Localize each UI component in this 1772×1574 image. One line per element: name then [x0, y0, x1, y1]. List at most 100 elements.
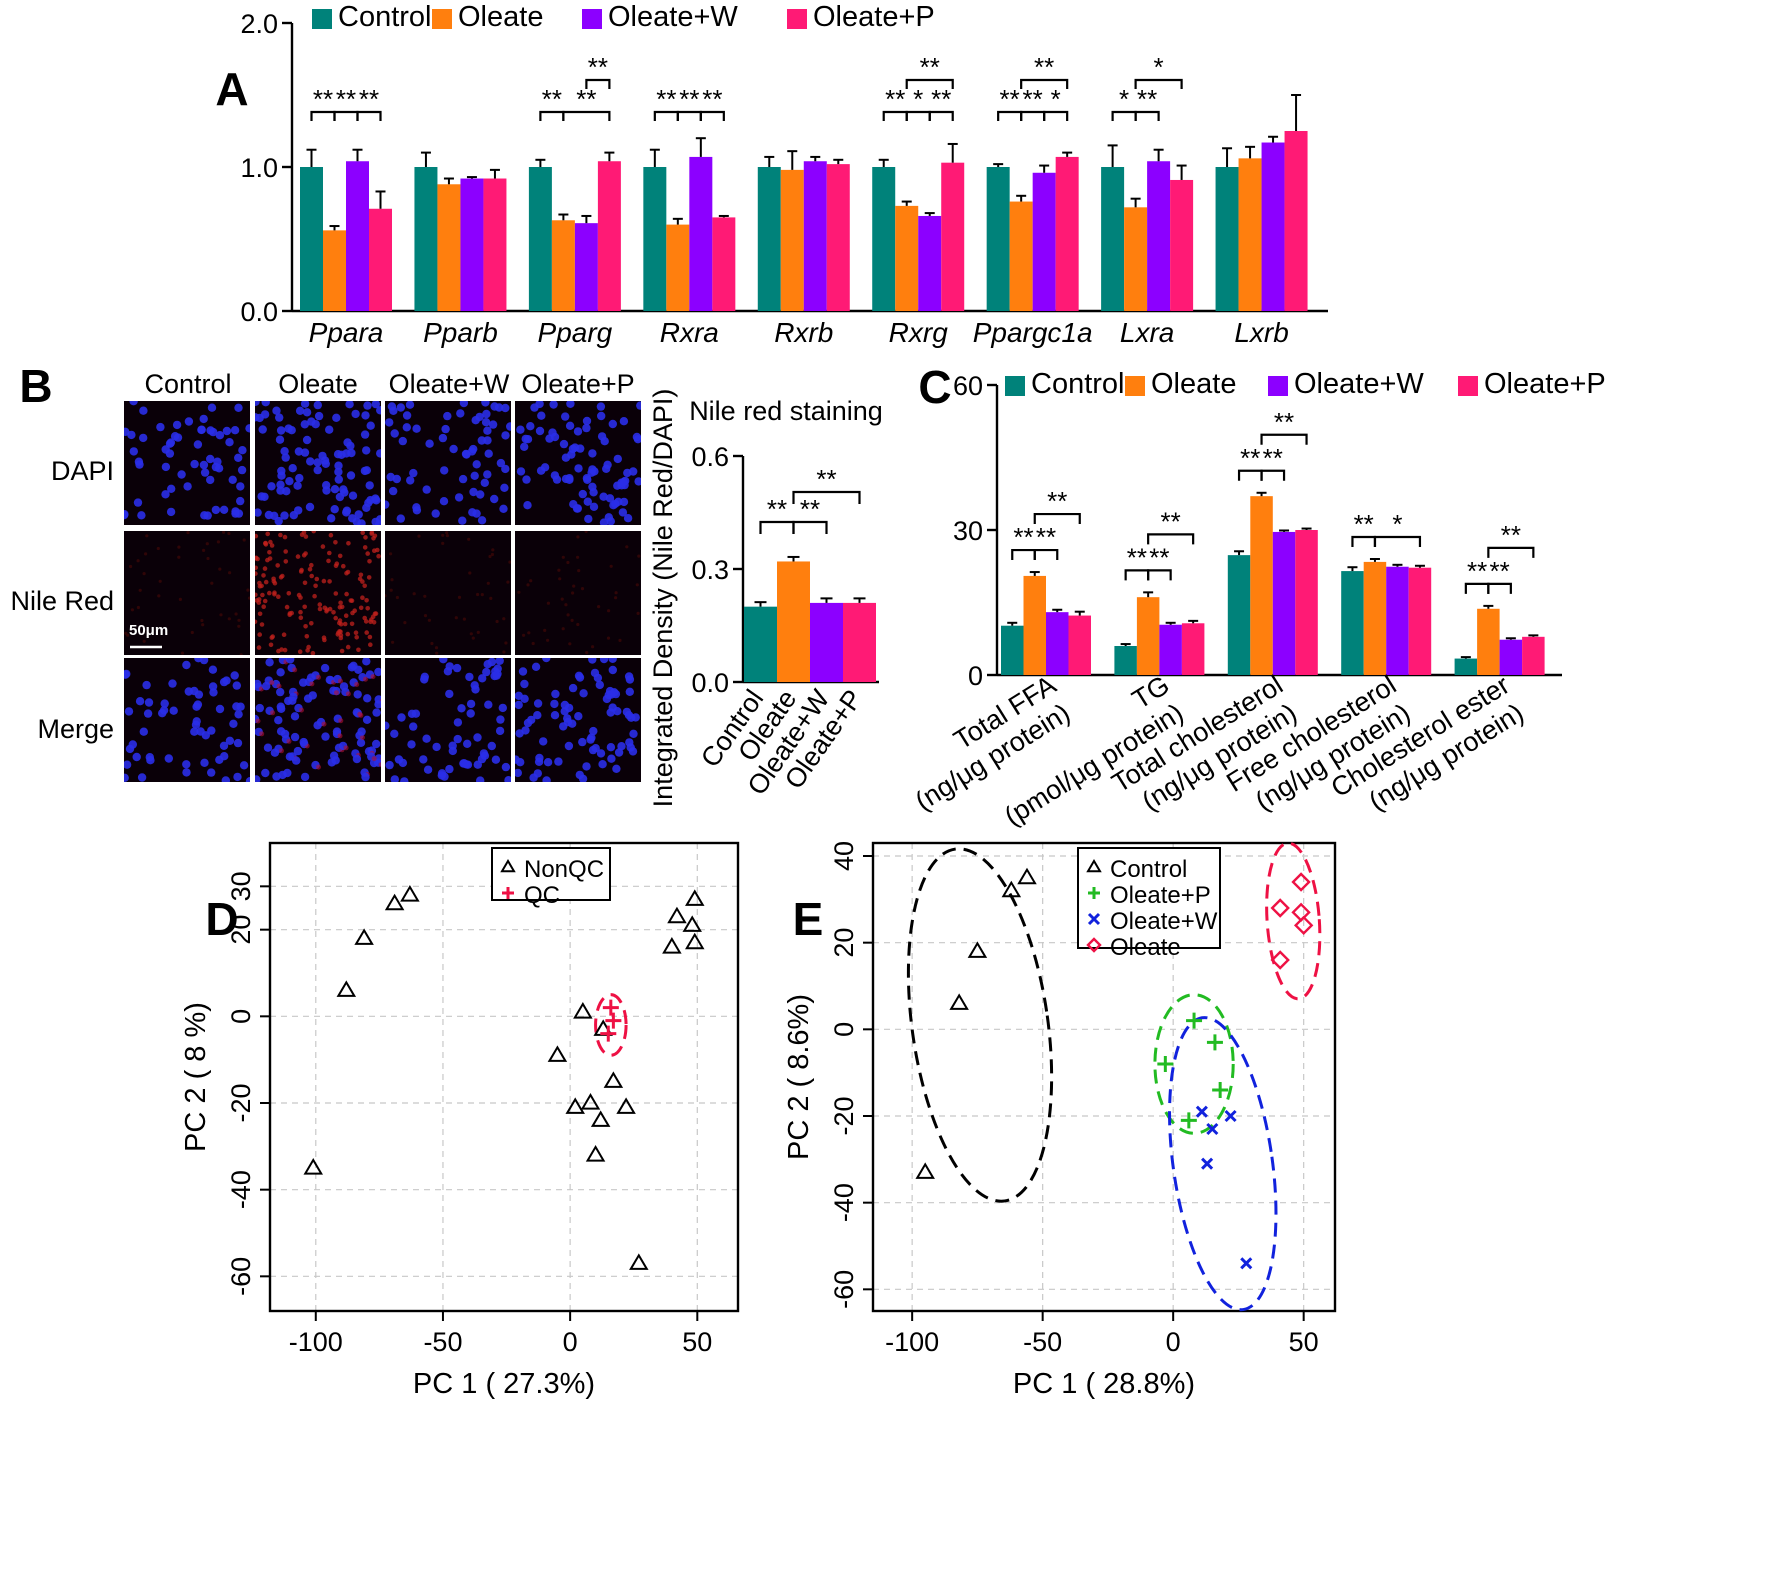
a-significance-label: ** — [679, 84, 699, 114]
lipid-signal — [391, 640, 395, 644]
e-x-tick-label: -50 — [1023, 1327, 1062, 1357]
nucleus — [591, 744, 600, 753]
d-point-nonqc — [303, 1158, 323, 1175]
lipid-droplet — [337, 733, 343, 739]
c-significance-bracket — [1033, 512, 1081, 525]
nucleus — [124, 707, 134, 716]
lipid-signal — [255, 533, 259, 539]
nucleus — [409, 468, 418, 478]
nucleus — [230, 426, 240, 435]
b-y-tick-label: 0.6 — [691, 442, 729, 472]
a-significance-label: * — [1051, 84, 1061, 114]
nucleus — [629, 729, 638, 738]
nucleus — [232, 681, 241, 690]
nucleus — [540, 463, 550, 472]
panel-d-pca-scatter: -100 -50 0 50 -60 -40 -20 0 20 30 PC 1 ( 27.3%) PC … — [180, 841, 740, 1400]
lipid-signal — [317, 602, 323, 607]
nucleus — [483, 436, 492, 445]
nucleus — [392, 474, 401, 484]
nucleus — [516, 758, 525, 767]
lipid-signal — [434, 646, 439, 650]
e-y-tick-label: 0 — [829, 1022, 859, 1037]
nucleus — [200, 758, 209, 767]
nucleus — [608, 419, 617, 429]
a-bar — [300, 167, 323, 311]
nucleus — [449, 444, 458, 454]
nucleus — [278, 770, 287, 780]
d-x-tick-label: -50 — [423, 1327, 462, 1357]
lipid-signal — [342, 621, 348, 627]
nucleus — [356, 738, 366, 747]
lipid-signal — [186, 531, 190, 535]
lipid-signal — [327, 606, 333, 612]
nucleus — [289, 692, 298, 702]
lipid-signal — [360, 595, 365, 600]
nucleus — [483, 470, 492, 479]
nucleus — [362, 715, 372, 724]
nucleus — [255, 508, 262, 517]
lipid-signal — [337, 605, 343, 610]
e-point-oleate — [1291, 902, 1311, 923]
legend-swatch-0 — [312, 9, 332, 29]
nucleus — [542, 776, 551, 782]
a-significance-label: ** — [1137, 84, 1157, 114]
nucleus — [293, 746, 303, 756]
lipid-signal — [227, 531, 231, 536]
nucleus — [440, 466, 449, 475]
lipid-droplet — [338, 718, 344, 724]
lipid-signal — [358, 572, 364, 578]
e-confidence-ellipse — [906, 847, 1054, 1203]
lipid-signal — [283, 549, 288, 554]
lipid-signal — [614, 591, 618, 595]
lipid-signal — [506, 580, 510, 584]
nucleus — [290, 732, 300, 742]
lipid-signal — [218, 567, 222, 571]
nucleus — [238, 446, 247, 455]
e-point-oleate-w — [1195, 1105, 1208, 1118]
nucleus — [389, 486, 398, 496]
nucleus — [125, 744, 135, 754]
lipid-signal — [337, 629, 342, 634]
d-point-nonqc — [603, 1071, 624, 1088]
e-point-oleate-w — [1224, 1109, 1237, 1123]
nucleus — [612, 764, 621, 773]
a-bar — [712, 217, 736, 311]
c-significance-label: * — [1392, 509, 1402, 539]
panel-label-c: C — [918, 361, 951, 413]
nucleus — [582, 474, 592, 483]
lipid-droplet — [363, 676, 368, 682]
lipid-signal — [597, 605, 601, 609]
nucleus — [590, 467, 599, 476]
nucleus — [578, 489, 587, 499]
nucleus — [169, 706, 178, 715]
nucleus — [550, 699, 559, 709]
nucleus — [625, 687, 634, 696]
nucleus — [276, 426, 286, 435]
lipid-signal — [282, 534, 288, 540]
nucleus — [300, 772, 310, 782]
nucleus — [533, 699, 543, 708]
micro-row-label: DAPI — [51, 456, 114, 486]
micro-image-nile-red-0: 50μm — [124, 531, 250, 655]
nucleus — [161, 462, 171, 472]
lipid-signal — [441, 541, 445, 545]
e-legend-box — [1077, 847, 1221, 949]
lipid-signal — [142, 639, 146, 643]
lipid-signal — [284, 604, 290, 610]
nucleus — [225, 736, 235, 745]
nucleus — [313, 465, 322, 475]
nucleus — [334, 461, 343, 470]
a-bar — [414, 167, 438, 311]
lipid-signal — [338, 621, 344, 627]
c-bar — [1272, 531, 1296, 675]
lipid-signal — [368, 642, 373, 647]
nucleus — [431, 509, 440, 518]
nucleus — [276, 668, 285, 677]
lipid-signal — [454, 616, 458, 620]
lipid-droplet — [338, 678, 343, 684]
e-point-oleate-p — [1186, 1012, 1203, 1029]
lipid-signal — [365, 551, 370, 556]
d-x-axis-label: PC 1 ( 27.3%) — [413, 1368, 595, 1400]
lipid-signal — [571, 591, 575, 595]
nucleus — [161, 445, 170, 454]
